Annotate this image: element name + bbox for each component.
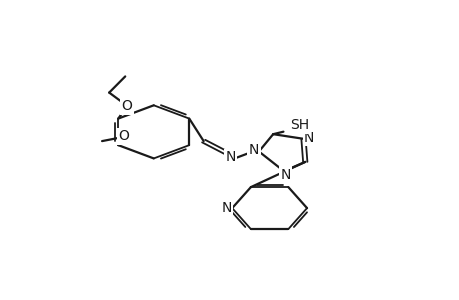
Text: N: N xyxy=(221,201,231,214)
Text: O: O xyxy=(121,100,132,113)
Text: O: O xyxy=(118,130,129,143)
Text: SH: SH xyxy=(290,118,309,132)
Text: N: N xyxy=(280,168,290,182)
Text: N: N xyxy=(225,150,235,164)
Text: N: N xyxy=(303,131,313,145)
Text: N: N xyxy=(248,143,258,157)
